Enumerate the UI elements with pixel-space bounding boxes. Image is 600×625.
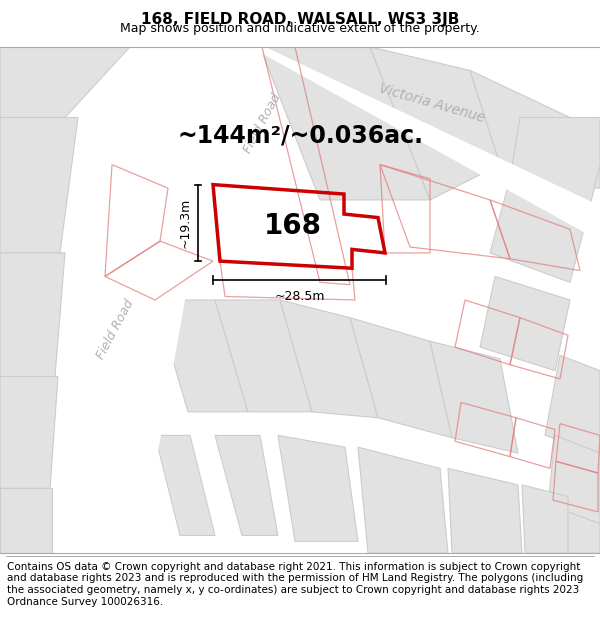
Polygon shape: [75, 47, 230, 553]
Polygon shape: [0, 118, 78, 253]
Polygon shape: [278, 436, 358, 541]
Text: Contains OS data © Crown copyright and database right 2021. This information is : Contains OS data © Crown copyright and d…: [7, 562, 583, 606]
Polygon shape: [370, 47, 500, 200]
Polygon shape: [545, 356, 600, 453]
Text: ~144m²/~0.036ac.: ~144m²/~0.036ac.: [177, 123, 423, 147]
Text: Field Road: Field Road: [241, 91, 283, 156]
Polygon shape: [430, 341, 518, 453]
Text: Field Road: Field Road: [94, 298, 136, 361]
Text: 168, FIELD ROAD, WALSALL, WS3 3JB: 168, FIELD ROAD, WALSALL, WS3 3JB: [141, 12, 459, 27]
Text: 168: 168: [264, 212, 322, 240]
Polygon shape: [280, 300, 378, 418]
Polygon shape: [570, 118, 600, 188]
Polygon shape: [0, 253, 65, 376]
Polygon shape: [215, 47, 325, 282]
Polygon shape: [510, 118, 600, 206]
Polygon shape: [0, 488, 52, 553]
Polygon shape: [448, 468, 522, 553]
Polygon shape: [490, 179, 590, 282]
Polygon shape: [0, 47, 130, 118]
Polygon shape: [0, 376, 58, 488]
Polygon shape: [155, 300, 248, 412]
Polygon shape: [155, 436, 215, 536]
Polygon shape: [350, 318, 452, 438]
Polygon shape: [550, 506, 600, 553]
Polygon shape: [358, 447, 448, 553]
Polygon shape: [260, 47, 430, 200]
Polygon shape: [548, 436, 600, 524]
Polygon shape: [470, 71, 590, 188]
Polygon shape: [215, 436, 278, 536]
Polygon shape: [480, 276, 570, 371]
Polygon shape: [215, 300, 312, 412]
Text: ~28.5m: ~28.5m: [274, 290, 325, 303]
Polygon shape: [522, 485, 568, 553]
Polygon shape: [250, 47, 600, 241]
Text: Victoria Avenue: Victoria Avenue: [377, 81, 487, 125]
Text: ~19.3m: ~19.3m: [179, 198, 191, 248]
Text: Map shows position and indicative extent of the property.: Map shows position and indicative extent…: [120, 22, 480, 35]
